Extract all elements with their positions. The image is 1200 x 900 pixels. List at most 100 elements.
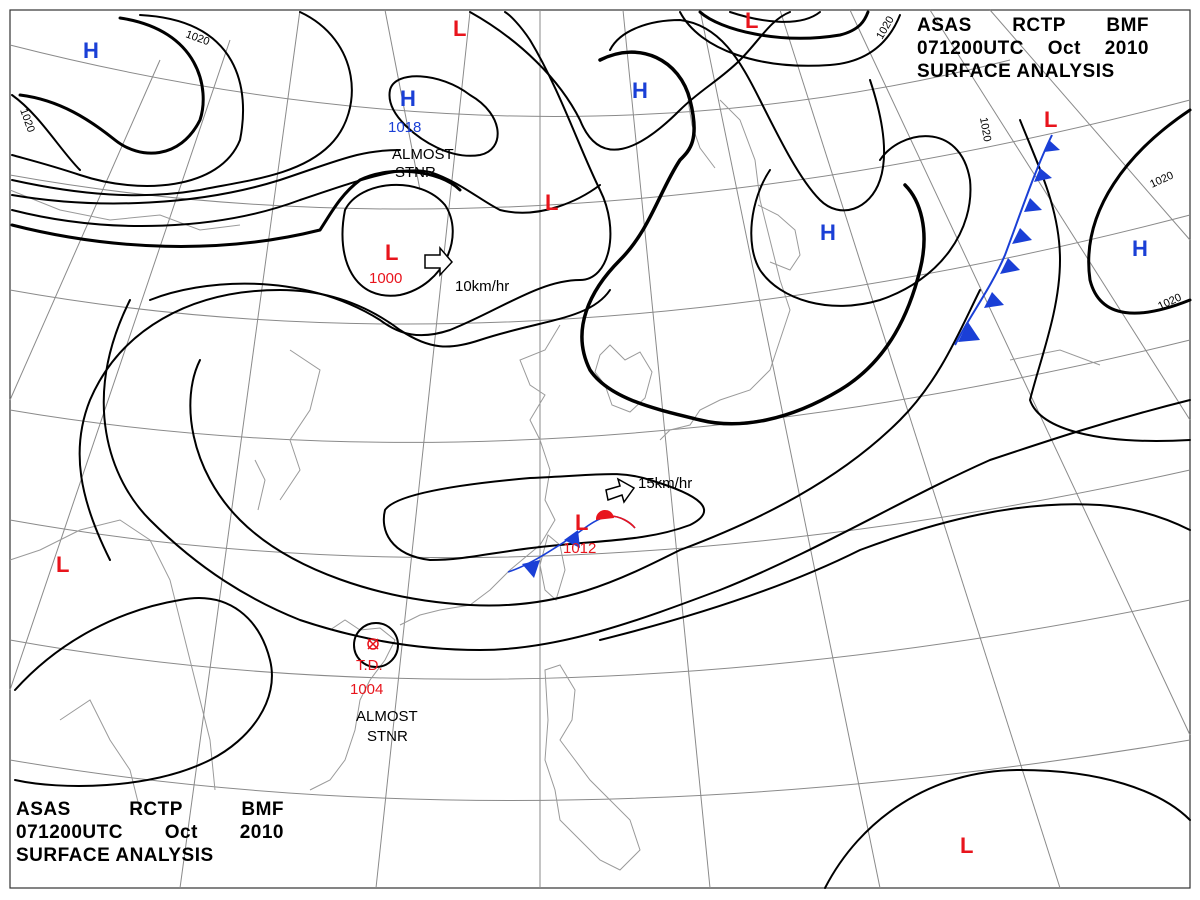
- parallel-line: [9, 599, 1191, 680]
- isobar: [18, 16, 205, 155]
- parallel-line: [9, 469, 1191, 559]
- isobar-value-label: 1020: [977, 116, 993, 142]
- isobar: [1019, 119, 1191, 442]
- header-chart-type: SURFACE ANALYSIS: [917, 61, 1115, 82]
- isobar: [11, 149, 401, 205]
- isobar: [11, 14, 245, 187]
- header-line-2: 071200UTC Oct 2010: [917, 37, 1149, 60]
- header-time: 071200UTC: [16, 822, 123, 843]
- meridian-line: [179, 9, 301, 889]
- isobar: [469, 11, 791, 151]
- isobar-value-label: 1020: [184, 29, 211, 49]
- header-station: RCTP: [1012, 15, 1066, 36]
- front-barb: [522, 560, 540, 578]
- isobar: [14, 597, 273, 787]
- header-month: Oct: [1047, 38, 1081, 59]
- chart-header-top: ASAS RCTP BMF 071200UTC Oct 2010 SURFACE…: [917, 14, 1149, 83]
- vietnam-coast: [309, 619, 396, 791]
- motion-speed-label: 15km/hr: [638, 475, 692, 492]
- meridian-line: [622, 9, 711, 889]
- front-taiwan: [507, 509, 636, 578]
- isobar: [353, 622, 399, 668]
- header-line-3: SURFACE ANALYSIS: [917, 60, 1149, 83]
- chart-header-bottom: ASAS RCTP BMF 071200UTC Oct 2010 SURFACE…: [16, 798, 284, 867]
- header-line-1: ASAS RCTP BMF: [917, 14, 1149, 37]
- hokkaido-coast: [757, 204, 801, 271]
- meridian-line: [699, 9, 881, 889]
- isobar-value-label: 1020: [17, 107, 37, 134]
- high-center-pacific: H: [1132, 236, 1148, 261]
- isobar: [11, 11, 353, 197]
- header-line-2: 071200UTC Oct 2010: [16, 821, 284, 844]
- stnr-note-line1: ALMOST: [392, 146, 454, 163]
- front-barb: [1034, 168, 1052, 182]
- low-center-top-right: L: [745, 8, 758, 33]
- td-stnr-note-line2: STNR: [367, 728, 408, 745]
- header-source: ASAS: [16, 799, 71, 820]
- td-stnr-note-line1: ALMOST: [356, 708, 418, 725]
- isobar: [1087, 108, 1192, 315]
- isobar: [382, 473, 705, 561]
- low-center-baikal: L: [385, 240, 398, 265]
- parallel-line: [9, 44, 1011, 117]
- front-line: [954, 134, 1053, 346]
- meridian-line: [929, 9, 1191, 421]
- isobar: [599, 503, 1191, 641]
- motion-arrow-icon: [605, 477, 636, 504]
- low-center-taiwan: L: [575, 510, 588, 535]
- isobar: [750, 135, 972, 307]
- map-border: [9, 9, 1191, 889]
- isobar-value-label: 1020: [1156, 291, 1183, 312]
- philippines-coast: [544, 664, 641, 871]
- cold-front-northeast: [954, 134, 1060, 346]
- header-code: BMF: [241, 799, 284, 820]
- warm-front-bump: [595, 509, 614, 520]
- header-month: Oct: [164, 822, 198, 843]
- motion-arrow-icon: [424, 245, 454, 277]
- low-center-kamchatka: L: [1044, 107, 1057, 132]
- front-barb: [1012, 228, 1032, 244]
- header-code: BMF: [1106, 15, 1149, 36]
- meridian-line: [9, 39, 231, 691]
- interior-outline: [1009, 349, 1101, 366]
- front-barb: [1000, 258, 1020, 274]
- japan-coast: [659, 99, 791, 441]
- meridian-line: [9, 59, 161, 401]
- high-center-manchuria: H: [632, 78, 648, 103]
- meridian-line: [384, 9, 421, 191]
- isobars: [10, 10, 1192, 889]
- isobar-value-label: 1020: [1148, 169, 1175, 190]
- high-pressure-value: 1018: [388, 119, 421, 136]
- front-barb: [564, 530, 580, 548]
- low-center-west: L: [56, 552, 69, 577]
- pressure-centers: H H 1018 ALMOST STNR H H H L L L L 1000 …: [56, 8, 1148, 858]
- header-line-1: ASAS RCTP BMF: [16, 798, 284, 821]
- front-barb: [984, 292, 1004, 308]
- high-center-nw: H: [83, 38, 99, 63]
- header-year: 2010: [239, 822, 284, 843]
- low-center-southeast: L: [960, 833, 973, 858]
- sakhalin-coast: [687, 99, 716, 169]
- river-outline: [59, 699, 141, 811]
- isobar: [824, 769, 1191, 889]
- low-center-north: L: [453, 16, 466, 41]
- low-pressure-value: 1000: [369, 270, 402, 287]
- isobar: [388, 75, 499, 157]
- isobar: [609, 19, 886, 212]
- parallel-line: [9, 739, 1191, 801]
- td-pressure-value: 1004: [350, 681, 383, 698]
- meridian-line: [849, 9, 1191, 736]
- header-chart-type: SURFACE ANALYSIS: [16, 845, 214, 866]
- indochina-outline: [9, 519, 216, 791]
- high-center-mongolia: H: [400, 86, 416, 111]
- interior-outline: [9, 189, 241, 231]
- parallel-line: [9, 99, 1191, 210]
- interior-outline: [279, 349, 321, 501]
- isobar: [698, 10, 870, 40]
- td-label: T.D.: [356, 657, 383, 674]
- header-source: ASAS: [917, 15, 972, 36]
- parallel-line: [9, 214, 1191, 325]
- high-center-sakhalin: H: [820, 220, 836, 245]
- low-pressure-value: 1012: [563, 540, 596, 557]
